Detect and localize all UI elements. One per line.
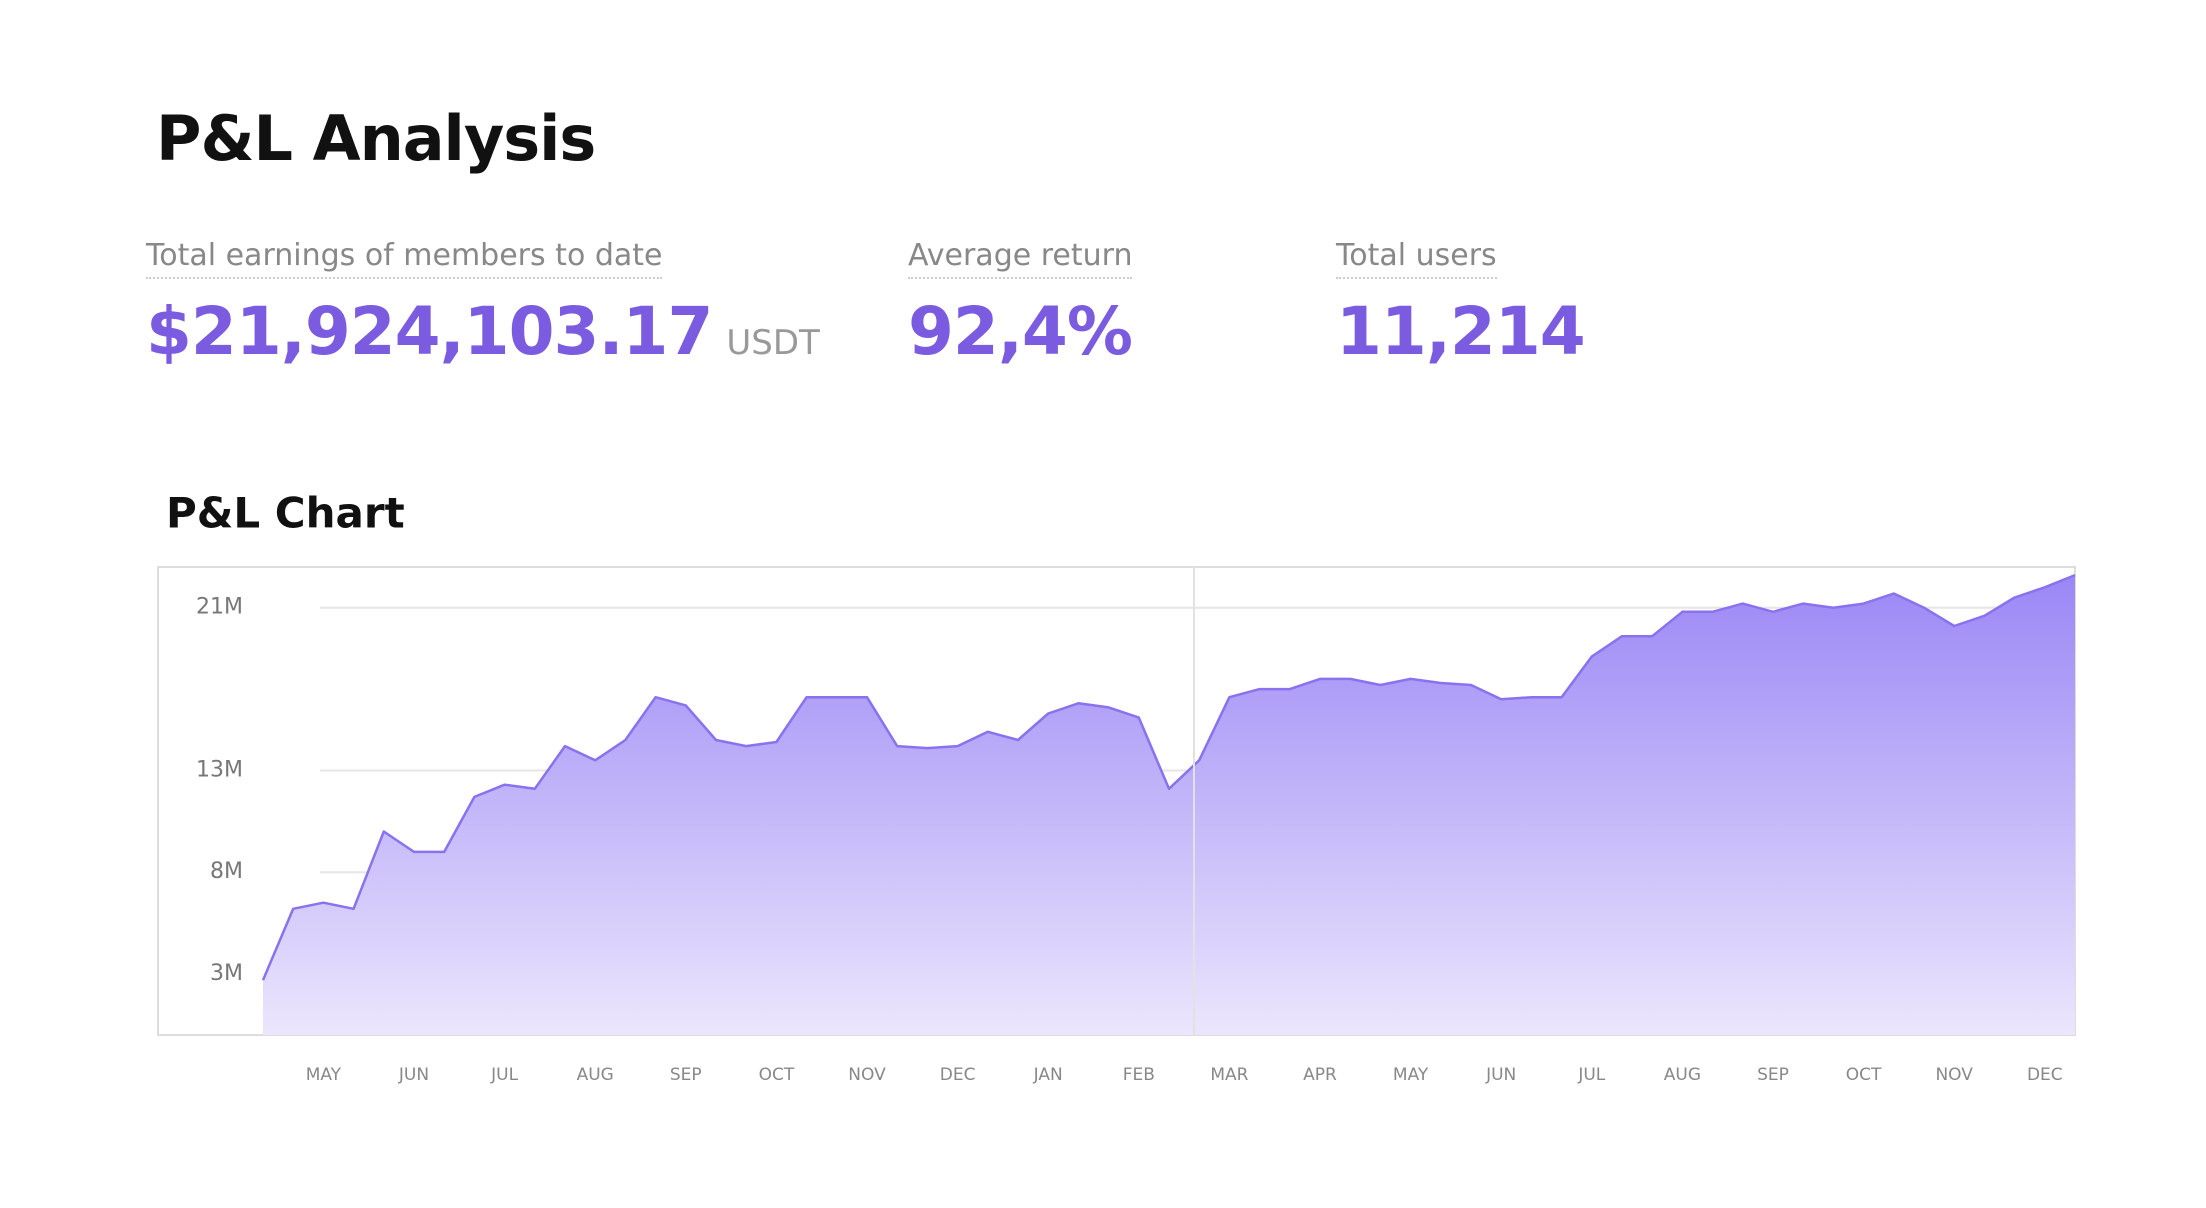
x-tick-label: MAY: [1393, 1065, 1429, 1085]
x-tick-label: OCT: [759, 1065, 795, 1085]
y-tick-label: 3M: [210, 961, 243, 986]
stat-users: Total users 11,214: [1336, 238, 1586, 370]
chart-title: P&L Chart: [166, 489, 405, 538]
x-tick-label: APR: [1303, 1065, 1337, 1085]
y-tick-label: 21M: [196, 595, 243, 620]
x-tick-label: OCT: [1846, 1065, 1882, 1085]
stat-label: Total earnings of members to date: [146, 238, 663, 279]
plot: [261, 573, 2076, 1035]
y-tick-label: 13M: [196, 757, 243, 782]
x-tick-label: SEP: [670, 1065, 702, 1085]
page-title: P&L Analysis: [156, 102, 596, 175]
x-tick-label: JUN: [1485, 1065, 1516, 1085]
stat-label: Total users: [1336, 238, 1497, 279]
x-tick-label: JUL: [490, 1065, 518, 1085]
stat-value: 11,214: [1336, 293, 1586, 370]
x-tick-label: FEB: [1123, 1065, 1155, 1085]
x-tick-label: DEC: [2027, 1065, 2063, 1085]
stat-label: Average return: [908, 238, 1133, 279]
area: [263, 575, 2075, 1035]
x-tick-label: NOV: [1935, 1065, 1973, 1085]
x-tick-label: AUG: [1664, 1065, 1701, 1085]
stat-value: 92,4%: [908, 293, 1133, 370]
stat-value: $21,924,103.17 USDT: [146, 293, 820, 370]
stat-unit: USDT: [726, 323, 820, 363]
stat-return: Average return 92,4%: [908, 238, 1133, 370]
x-tick-label: JAN: [1033, 1065, 1063, 1085]
x-tick-label: AUG: [577, 1065, 614, 1085]
x-tick-label: NOV: [848, 1065, 886, 1085]
x-tick-label: JUN: [398, 1065, 429, 1085]
stat-number: $21,924,103.17: [146, 293, 713, 370]
x-tick-label: MAR: [1210, 1065, 1248, 1085]
x-tick-label: DEC: [940, 1065, 976, 1085]
line: [261, 573, 2076, 981]
x-tick-label: JUL: [1577, 1065, 1605, 1085]
x-tick-label: MAY: [306, 1065, 342, 1085]
y-tick-label: 8M: [210, 859, 243, 884]
x-tick-label: SEP: [1757, 1065, 1789, 1085]
labels: 3M 8M 13M 21M MAY JUN JUL AUG SEP OCT NOV DEC JAN FEB…: [196, 595, 2063, 1085]
stat-earnings: Total earnings of members to date $21,92…: [146, 238, 820, 370]
